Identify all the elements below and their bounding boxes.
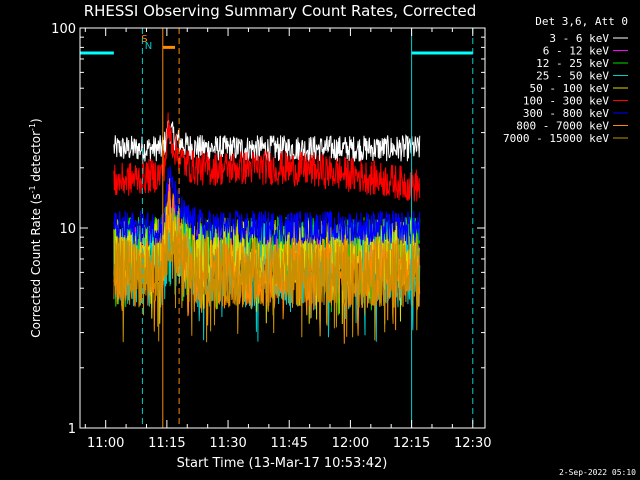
x-tick-label: 12:30	[454, 436, 491, 451]
legend-label: 6 - 12 keV	[543, 45, 610, 58]
overlay-layer: SN	[80, 28, 474, 428]
legend-label: 50 - 100 keV	[530, 82, 610, 95]
y-tick-label: 100	[51, 22, 76, 37]
x-tick-label: 11:15	[148, 436, 185, 451]
chart-title: RHESSI Observing Summary Count Rates, Co…	[84, 2, 477, 20]
x-tick-label: 12:00	[332, 436, 369, 451]
plot-area: SN	[79, 27, 486, 429]
y-tick-label: 1	[68, 422, 76, 437]
legend-label: 800 - 7000 keV	[516, 120, 609, 133]
x-tick-label: 11:00	[87, 436, 124, 451]
series-layer	[113, 112, 421, 344]
legend-label: 100 - 300 keV	[523, 95, 609, 108]
series-line-5	[113, 112, 421, 202]
legend-label: 300 - 800 keV	[523, 107, 609, 120]
legend-label: 7000 - 15000 keV	[503, 132, 609, 145]
flag-label: S	[141, 34, 147, 45]
x-axis-label: Start Time (13-Mar-17 10:53:42)	[177, 456, 388, 471]
x-tick-label: 11:30	[209, 436, 246, 451]
generated-date: 2-Sep-2022 05:10	[559, 468, 636, 477]
y-tick-label: 10	[59, 222, 76, 237]
legend-title: Det 3,6, Att 0	[535, 15, 628, 28]
x-axis: 11:00 11:15 11:30 11:45 12:00 12:15 12:30	[84, 28, 491, 451]
legend-label: 3 - 6 keV	[549, 32, 609, 45]
series-line-6	[113, 165, 421, 246]
legend-label: 25 - 50 keV	[536, 70, 609, 83]
legend-label: 12 - 25 keV	[536, 57, 609, 70]
x-tick-label: 11:45	[270, 436, 307, 451]
y-axis-label: Corrected Count Rate (s-1 detector-1)	[28, 118, 43, 337]
flag-label: N	[145, 41, 152, 52]
series-line-8	[113, 213, 421, 343]
y-axis: 1 10 100	[51, 22, 485, 437]
x-tick-label: 12:15	[393, 436, 430, 451]
